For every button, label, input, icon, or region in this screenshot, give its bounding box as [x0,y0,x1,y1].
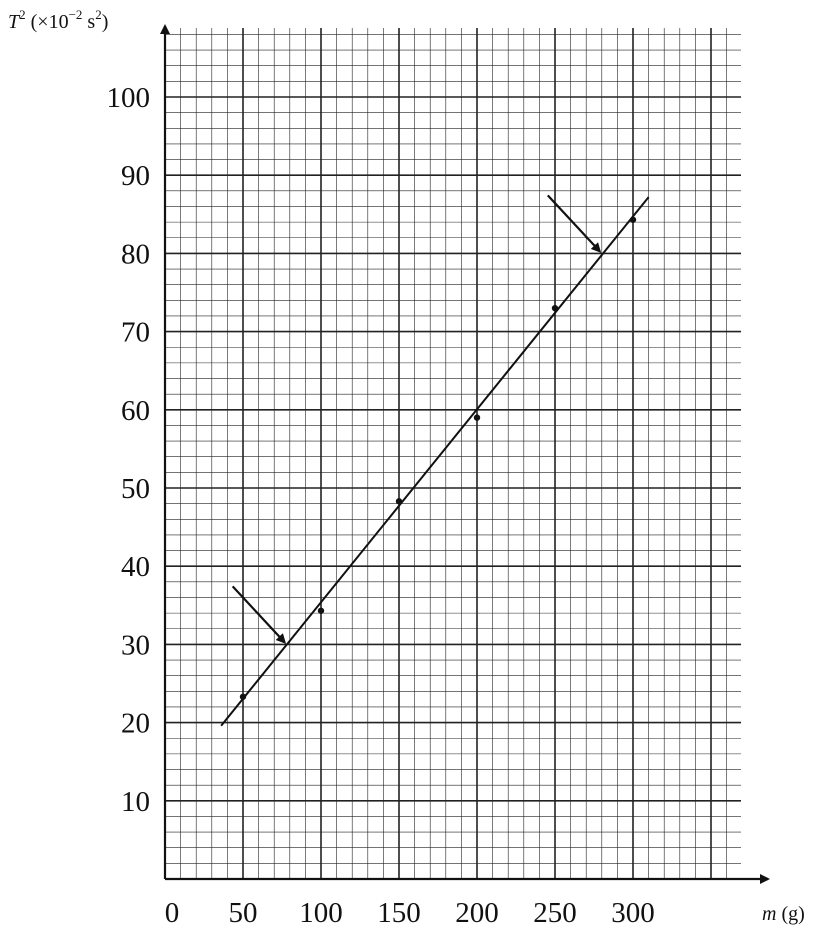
annotation-arrows [231,194,602,644]
y-tick-label: 90 [121,160,150,192]
y-tick-label: 30 [121,629,150,661]
y-tick-label: 10 [121,786,150,818]
x-axis-title: m (g) [762,903,805,925]
x-tick-label: 250 [533,897,577,929]
data-point [629,216,637,223]
annotation-arrow [546,194,602,253]
x-tick-label: 200 [455,897,499,929]
data-point [317,607,325,614]
y-tick-label: 80 [121,238,150,270]
data-point [473,414,481,421]
y-tick-label: 70 [121,317,150,349]
axes [160,24,770,884]
data-points [239,216,637,700]
y-tick-label: 50 [121,473,150,505]
annotation-arrow [231,585,287,644]
data-point [395,498,403,505]
tick-labels: 0 50 100 150 200 250 300 10 20 30 40 50 60 70 80 90 100 [107,82,655,929]
y-axis-title: T2 (×10−2 s2) [8,7,108,33]
data-point [551,304,559,312]
data-point [239,693,247,700]
y-tick-label: 20 [121,708,150,740]
x-tick-label: 100 [299,897,343,929]
y-tick-label: 60 [121,395,150,427]
x-tick-label: 150 [377,897,421,929]
x-tick-label: 0 [165,897,180,929]
y-tick-label: 40 [121,551,150,583]
best-fit-line [220,196,650,727]
x-tick-label: 300 [611,897,655,929]
best-fit-line-group [220,196,650,727]
y-tick-label: 100 [107,82,151,114]
graph-paper-grid [164,28,741,880]
x-tick-label: 50 [229,897,258,929]
